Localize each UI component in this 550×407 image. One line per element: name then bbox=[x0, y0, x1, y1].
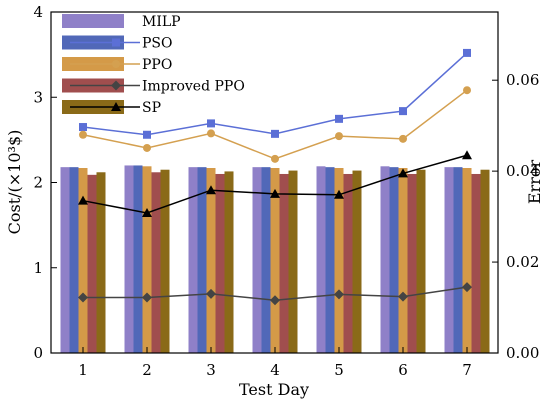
bar bbox=[78, 168, 88, 353]
line-point bbox=[142, 207, 152, 217]
bar bbox=[389, 167, 399, 353]
line-point bbox=[78, 292, 88, 303]
y-left-tick-label: 0 bbox=[33, 344, 43, 362]
line-point bbox=[462, 282, 472, 293]
bar bbox=[398, 168, 408, 353]
line-point bbox=[463, 48, 471, 57]
bar bbox=[416, 169, 426, 353]
line-point bbox=[142, 292, 152, 303]
y-axis-right-title: Error bbox=[525, 160, 544, 205]
line-point bbox=[398, 168, 408, 178]
bar bbox=[96, 172, 106, 353]
bar bbox=[480, 169, 490, 353]
legend-label: MILP bbox=[142, 14, 181, 30]
bar bbox=[142, 166, 152, 353]
line-point bbox=[463, 86, 471, 95]
x-axis-title: Test Day bbox=[239, 380, 309, 399]
y-right-tick-label: 0.00 bbox=[506, 344, 539, 362]
x-tick-label: 2 bbox=[142, 361, 152, 379]
bar bbox=[215, 173, 225, 353]
legend-label: PSO bbox=[142, 36, 173, 52]
legend: MILP PSO PPO Improved PPO SP bbox=[62, 14, 245, 116]
x-tick-label: 6 bbox=[398, 361, 408, 379]
bar bbox=[325, 167, 335, 353]
bar bbox=[343, 173, 353, 353]
legend-swatch bbox=[62, 14, 124, 28]
bar bbox=[453, 167, 463, 353]
line-point bbox=[399, 134, 407, 143]
line-point bbox=[143, 143, 151, 152]
line-point bbox=[206, 288, 216, 299]
line-layer bbox=[78, 48, 472, 306]
y-right-tick-label: 0.02 bbox=[506, 253, 539, 271]
bar-layer bbox=[60, 165, 490, 353]
x-tick-label: 7 bbox=[462, 361, 472, 379]
x-tick-label: 5 bbox=[334, 361, 344, 379]
line-point bbox=[335, 132, 343, 141]
bar bbox=[352, 170, 362, 353]
line-point bbox=[398, 291, 408, 302]
line-point bbox=[462, 150, 472, 160]
bar bbox=[160, 169, 170, 353]
bar bbox=[261, 167, 271, 353]
line-point bbox=[206, 185, 216, 195]
legend-label: SP bbox=[142, 100, 161, 116]
line-point bbox=[143, 130, 151, 139]
bar bbox=[288, 170, 298, 353]
y-left-tick-label: 2 bbox=[33, 174, 43, 192]
bar bbox=[316, 166, 326, 353]
x-tick-label: 3 bbox=[206, 361, 216, 379]
line-point bbox=[112, 38, 120, 47]
line-point bbox=[271, 154, 279, 163]
line-point bbox=[111, 80, 121, 91]
x-tick-label: 4 bbox=[270, 361, 280, 379]
bar bbox=[124, 165, 134, 353]
bar bbox=[188, 167, 198, 353]
axes-layer: 0 1 2 3 4 0.00 0.02 0.04 0.06 1 2 3 4 5 6 7 bbox=[33, 3, 539, 379]
line-point bbox=[270, 188, 280, 198]
bar bbox=[380, 166, 390, 353]
x-tick-label: 1 bbox=[78, 361, 88, 379]
bar bbox=[334, 168, 344, 353]
bar bbox=[471, 173, 481, 353]
y-axis-left-title: Cost/(×10³$) bbox=[5, 130, 24, 235]
line-point bbox=[334, 289, 344, 300]
line-point bbox=[207, 129, 215, 138]
line-point bbox=[271, 129, 279, 138]
line-point bbox=[335, 114, 343, 123]
bar bbox=[87, 174, 97, 353]
y-left-tick-label: 3 bbox=[33, 88, 43, 106]
legend-label: Improved PPO bbox=[142, 79, 245, 95]
bar bbox=[197, 167, 207, 353]
line-point bbox=[207, 119, 215, 128]
line-point bbox=[111, 102, 121, 111]
bar bbox=[279, 173, 289, 353]
bar bbox=[60, 167, 70, 353]
bar bbox=[462, 168, 472, 353]
y-right-tick-label: 0.04 bbox=[506, 162, 539, 180]
bar bbox=[151, 172, 161, 353]
line-point bbox=[79, 123, 87, 132]
line-point bbox=[112, 60, 120, 68]
bar bbox=[270, 168, 280, 353]
line-point bbox=[79, 130, 87, 139]
line-point bbox=[399, 107, 407, 116]
bar bbox=[69, 167, 79, 353]
line-point bbox=[334, 189, 344, 199]
legend-label: PPO bbox=[142, 57, 172, 73]
bar bbox=[407, 173, 417, 353]
line-point bbox=[270, 295, 280, 306]
bar bbox=[252, 167, 262, 353]
bar bbox=[206, 168, 216, 353]
y-left-tick-label: 4 bbox=[33, 3, 43, 21]
bar bbox=[444, 167, 454, 353]
y-left-tick-label: 1 bbox=[33, 259, 43, 277]
line-point bbox=[78, 195, 88, 205]
bar bbox=[224, 171, 234, 353]
y-right-tick-label: 0.06 bbox=[506, 71, 539, 89]
bar bbox=[133, 165, 143, 353]
